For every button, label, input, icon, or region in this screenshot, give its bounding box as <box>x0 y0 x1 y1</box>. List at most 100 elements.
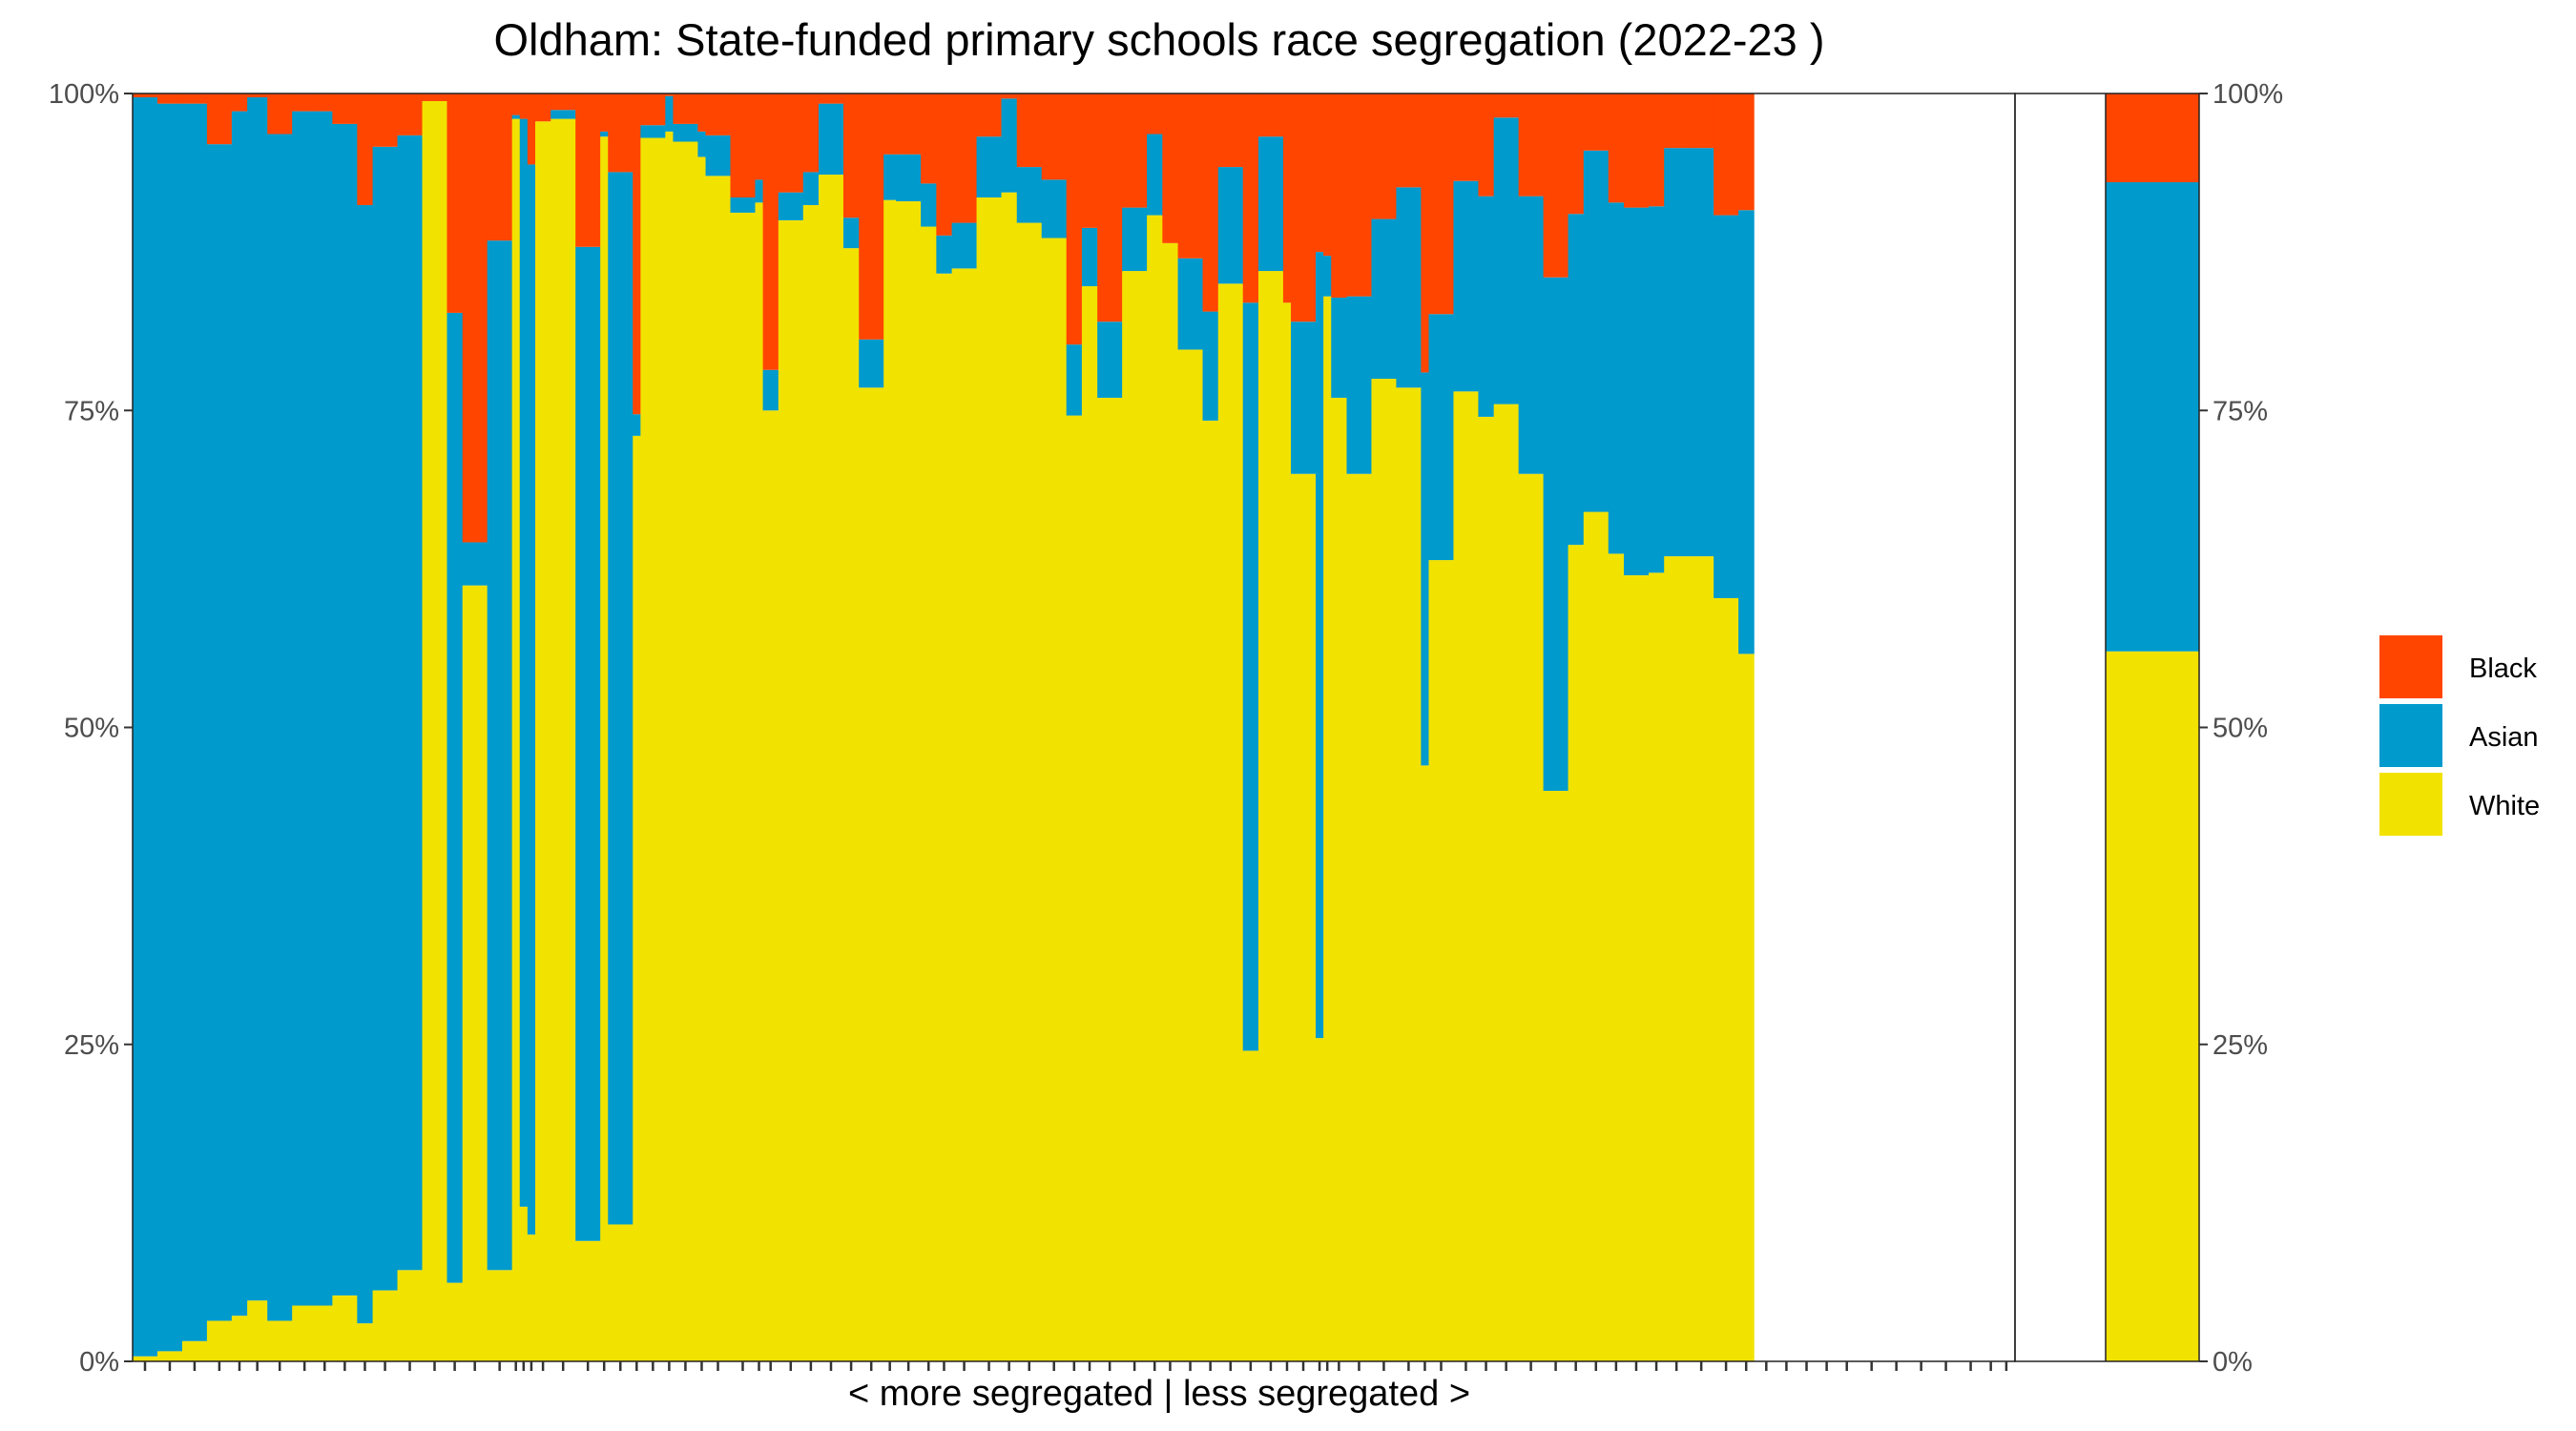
bar-black <box>1323 93 1332 257</box>
bar-black <box>640 93 666 126</box>
bar-black <box>332 93 358 124</box>
bar-white <box>633 435 641 1362</box>
bar-white <box>755 202 763 1362</box>
bar-white <box>1421 765 1429 1361</box>
bar-black <box>1122 93 1148 208</box>
bar-black <box>1016 93 1043 168</box>
bar-black <box>1041 93 1068 180</box>
bar-white <box>1081 286 1098 1361</box>
bar-white <box>511 118 521 1362</box>
bar-asian <box>462 542 488 586</box>
bar-white <box>1097 397 1123 1362</box>
bar-white <box>1493 404 1520 1362</box>
y-tick-label-right: 0% <box>2212 1347 2253 1378</box>
bar-white <box>608 1224 634 1361</box>
bar-asian <box>1583 150 1610 512</box>
bar-white <box>1147 215 1163 1362</box>
bar-white <box>422 100 447 1361</box>
bar-black <box>1346 93 1372 297</box>
bar-black <box>422 93 447 101</box>
bar-asian <box>1147 134 1163 216</box>
bar-black <box>133 93 158 97</box>
bar-black <box>1493 93 1520 118</box>
bar-white <box>1202 420 1219 1362</box>
bar-black <box>673 93 698 124</box>
bar-white <box>332 1295 358 1361</box>
bar-white <box>1478 416 1495 1361</box>
bar-asian <box>292 111 318 1306</box>
bar-black <box>1714 93 1739 216</box>
bar-asian <box>1081 227 1098 287</box>
bar-black <box>1568 93 1585 215</box>
bar-white <box>1396 387 1422 1361</box>
bar-asian <box>372 146 398 1291</box>
bar-black <box>1316 93 1324 253</box>
bar-asian <box>921 183 937 227</box>
bar-asian <box>608 172 634 1225</box>
bar-asian <box>1493 117 1520 404</box>
bar-asian <box>1122 207 1148 272</box>
bar-white <box>206 1320 233 1361</box>
bar-asian <box>1371 218 1397 380</box>
bar-black <box>842 93 860 218</box>
bar-asian <box>332 123 358 1296</box>
bar-asian <box>527 164 536 1235</box>
bar-white <box>527 1234 536 1361</box>
bar-asian <box>936 235 952 274</box>
bar-white <box>762 410 779 1361</box>
legend-label-black: Black <box>2469 653 2537 684</box>
bar-asian <box>317 111 333 1306</box>
bar-asian <box>665 95 674 132</box>
legend-swatch-black <box>2379 635 2442 698</box>
bar-white <box>519 1206 529 1361</box>
bar-white <box>1177 349 1203 1361</box>
bar-black <box>447 93 464 313</box>
bar-asian <box>1623 207 1650 576</box>
x-axis-ticks <box>143 1361 2008 1371</box>
bar-asian <box>819 103 844 176</box>
bar-black <box>527 93 536 165</box>
bar-asian <box>705 135 731 176</box>
bar-white <box>1122 271 1148 1361</box>
bar-white <box>267 1320 293 1361</box>
bar-white <box>819 175 844 1361</box>
bar-asian <box>1016 167 1043 223</box>
bar-black <box>1608 93 1625 203</box>
bar-white <box>1623 575 1650 1361</box>
bar-white <box>896 200 922 1362</box>
bar-asian <box>802 172 820 205</box>
bar-white <box>1689 556 1714 1361</box>
bar-white <box>1041 238 1068 1362</box>
bar-black <box>1081 93 1098 228</box>
bar-black <box>551 93 576 111</box>
bar-black <box>1664 93 1690 149</box>
bar-asian <box>976 136 1002 197</box>
bar-black <box>1371 93 1397 219</box>
bar-white <box>1568 545 1585 1361</box>
bar-white <box>1453 391 1479 1361</box>
y-tick-label-left: 25% <box>64 1030 119 1061</box>
bar-white <box>778 219 804 1361</box>
bar-asian <box>156 103 183 1352</box>
y-axis-left: 0% 25% 50% 75% 100% <box>49 79 133 1378</box>
bar-black <box>921 93 937 184</box>
bar-asian <box>1608 202 1625 554</box>
bar-white <box>534 121 551 1361</box>
bar-black <box>1202 93 1219 312</box>
bar-black <box>247 93 268 97</box>
y-tick-label-right: 100% <box>2212 79 2283 110</box>
bar-white <box>1543 790 1568 1361</box>
bar-black <box>534 93 551 122</box>
bar-black <box>1217 93 1244 168</box>
bar-white <box>462 585 488 1361</box>
bar-white <box>575 1240 601 1361</box>
bar-asian <box>1664 148 1690 557</box>
bar-white <box>697 156 706 1362</box>
bar-black <box>705 93 731 135</box>
bar-asian <box>755 179 763 203</box>
overall-bar-white <box>2106 651 2199 1361</box>
bar-white <box>1016 222 1043 1362</box>
bar-black <box>462 93 488 543</box>
bar-asian <box>1428 314 1454 561</box>
